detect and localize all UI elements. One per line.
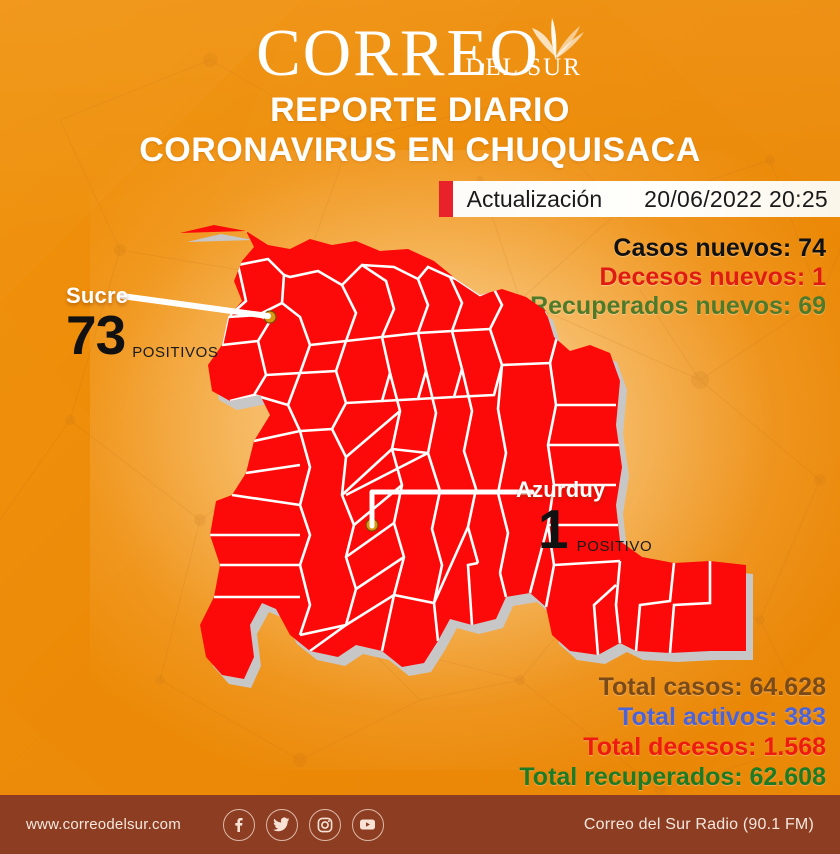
masthead: CORREO DEL SUR REPORTE DIARIO CORONAVIRU… bbox=[0, 18, 840, 170]
map-svg bbox=[180, 225, 753, 688]
social-links bbox=[222, 808, 384, 841]
update-datetime: 20/06/2022 20:25 bbox=[644, 185, 828, 212]
logo-text-del-sur: DEL SUR bbox=[465, 54, 582, 81]
instagram-icon[interactable] bbox=[308, 808, 341, 841]
footer-website-url[interactable]: www.correodelsur.com bbox=[26, 816, 181, 833]
stat-casos-nuevos: Casos nuevos: 74 bbox=[613, 234, 826, 262]
totals-block: Total casos: 64.628 Total activos: 383 T… bbox=[519, 672, 826, 792]
total-activos: Total activos: 383 bbox=[618, 703, 826, 731]
total-recuperados: Total recuperados: 62.608 bbox=[519, 763, 826, 791]
callout-sucre: Sucre 73 POSITIVOS bbox=[66, 283, 286, 366]
new-stats-block: Casos nuevos: 74 Decesos nuevos: 1 Recup… bbox=[530, 234, 826, 321]
callout-azurduy: Azurduy 1 POSITIVO bbox=[516, 477, 716, 560]
update-bar: Actualización 20/06/2022 20:25 bbox=[438, 181, 840, 217]
stat-decesos-nuevos: Decesos nuevos: 1 bbox=[599, 263, 827, 291]
youtube-icon[interactable] bbox=[351, 808, 384, 841]
page-title-line2: CORONAVIRUS EN CHUQUISACA bbox=[139, 131, 701, 169]
callout-sucre-value: 73 bbox=[66, 304, 126, 366]
callout-sucre-unit: POSITIVOS bbox=[132, 344, 219, 361]
update-label: Actualización bbox=[466, 185, 603, 212]
logo: CORREO DEL SUR bbox=[256, 18, 584, 88]
stat-recuperados-nuevos: Recuperados nuevos: 69 bbox=[530, 292, 826, 320]
logo-text-correo: CORREO bbox=[256, 16, 540, 90]
callout-sucre-name: Sucre bbox=[66, 283, 129, 308]
chuquisaca-map bbox=[150, 205, 753, 705]
twitter-icon[interactable] bbox=[265, 808, 298, 841]
callout-azurduy-name: Azurduy bbox=[516, 477, 606, 502]
leaf-icon bbox=[531, 18, 584, 58]
update-accent-bar bbox=[438, 181, 453, 217]
update-panel: Actualización 20/06/2022 20:25 bbox=[452, 181, 840, 217]
footer-radio-label: Correo del Sur Radio (90.1 FM) bbox=[583, 815, 814, 833]
page-title-line1: REPORTE DIARIO bbox=[270, 91, 570, 129]
facebook-icon[interactable] bbox=[222, 808, 255, 841]
footer: www.correodelsur.com bbox=[0, 795, 840, 854]
total-casos: Total casos: 64.628 bbox=[598, 673, 826, 701]
total-decesos: Total decesos: 1.568 bbox=[583, 733, 826, 761]
callout-azurduy-value: 1 bbox=[538, 498, 569, 560]
map-marker-azurduy bbox=[365, 518, 379, 532]
callout-azurduy-unit: POSITIVO bbox=[576, 538, 653, 555]
